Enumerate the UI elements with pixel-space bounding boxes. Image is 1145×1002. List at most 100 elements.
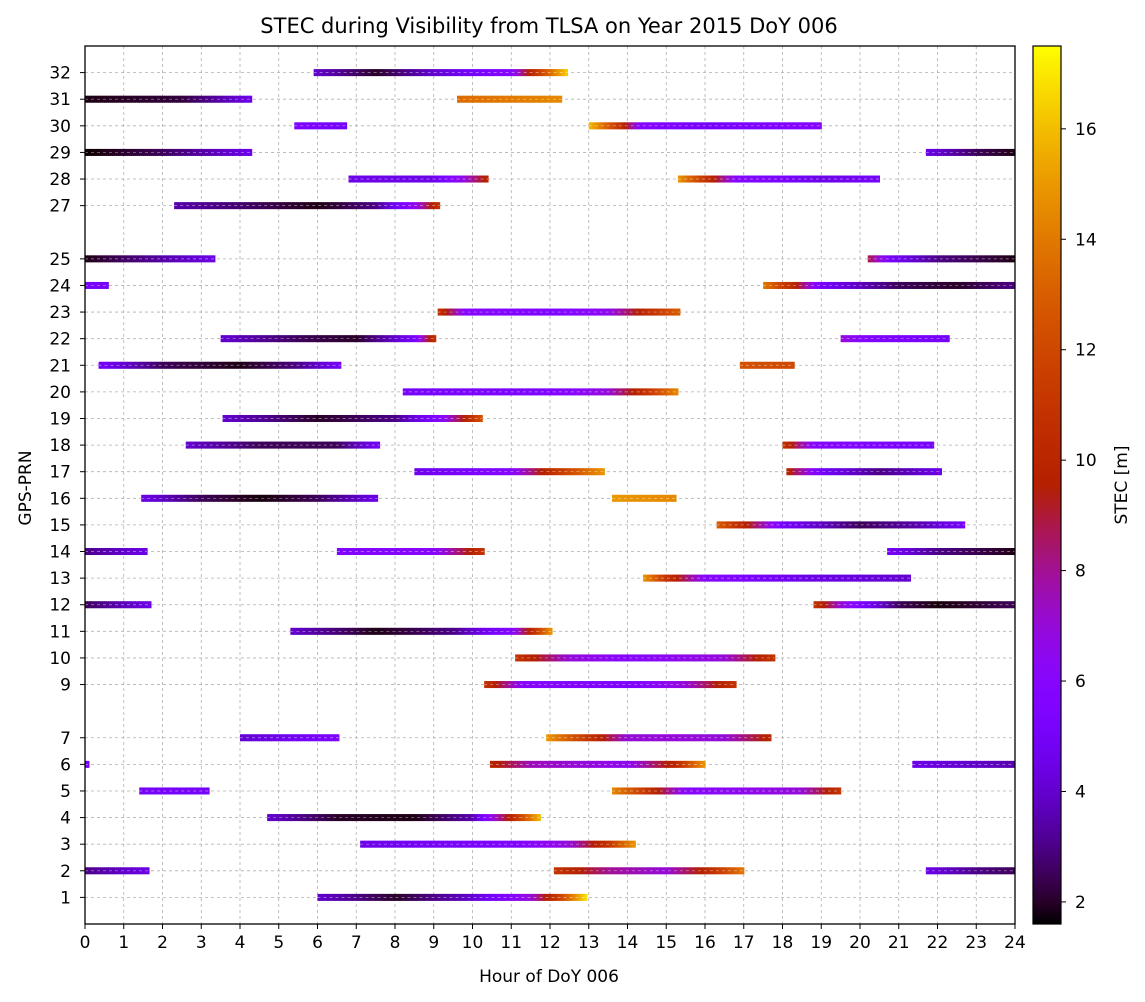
stec-segment: [294, 814, 297, 822]
stec-segment: [416, 202, 419, 210]
stec-segment: [267, 202, 270, 210]
stec-segment: [891, 468, 894, 476]
stec-segment: [832, 281, 836, 289]
stec-segment: [546, 760, 549, 768]
stec-segment: [724, 574, 727, 582]
stec-segment: [311, 361, 315, 369]
stec-segment: [927, 760, 931, 768]
stec-segment: [670, 388, 673, 396]
stec-segment: [860, 601, 863, 609]
stec-segment: [499, 760, 503, 768]
stec-segment: [892, 468, 896, 476]
stec-segment: [224, 335, 228, 343]
stec-segment: [369, 893, 373, 901]
stec-segment: [749, 521, 753, 529]
stec-segment: [619, 760, 623, 768]
stec-segment: [197, 361, 200, 369]
stec-segment: [364, 441, 367, 449]
stec-segment: [551, 681, 555, 689]
stec-segment: [995, 148, 999, 156]
stec-segment: [567, 308, 570, 316]
stec-segment: [495, 468, 499, 476]
stec-segment: [278, 335, 282, 343]
stec-segment: [844, 574, 848, 582]
stec-segment: [871, 175, 875, 183]
stec-segment: [542, 840, 545, 848]
stec-segment: [606, 681, 609, 689]
stec-segment: [290, 335, 293, 343]
stec-segment: [393, 335, 396, 343]
stec-segment: [929, 255, 933, 263]
stec-segment: [203, 255, 206, 263]
stec-segment: [447, 414, 450, 422]
stec-segment: [348, 494, 352, 502]
stec-segment: [100, 601, 104, 609]
stec-segment: [718, 521, 722, 529]
stec-segment: [728, 734, 731, 742]
stec-segment: [720, 867, 724, 875]
stec-segment: [214, 95, 218, 103]
stec-segment: [458, 893, 462, 901]
stec-segment: [637, 654, 640, 662]
stec-segment: [238, 441, 241, 449]
stec-segment: [364, 840, 367, 848]
stec-segment: [644, 654, 648, 662]
stec-segment: [509, 388, 512, 396]
stec-segment: [644, 787, 648, 795]
stec-segment: [703, 654, 706, 662]
stec-segment: [807, 468, 811, 476]
stec-segment: [513, 95, 516, 103]
stec-segment: [730, 787, 733, 795]
stec-segment: [191, 361, 195, 369]
stec-segment: [265, 361, 268, 369]
stec-segment: [920, 255, 923, 263]
stec-segment: [569, 867, 572, 875]
stec-segment: [581, 388, 584, 396]
stec-segment: [381, 175, 384, 183]
stec-segment: [460, 627, 464, 635]
stec-segment: [375, 202, 379, 210]
stec-segment: [887, 335, 890, 343]
stec-segment: [243, 414, 247, 422]
stec-segment: [927, 548, 931, 556]
stec-segment: [840, 601, 844, 609]
stec-segment: [612, 681, 615, 689]
stec-segment: [272, 202, 276, 210]
stec-segment: [786, 521, 789, 529]
stec-segment: [705, 654, 708, 662]
stec-segment: [925, 601, 929, 609]
stec-segment: [484, 468, 487, 476]
stec-segment: [918, 601, 921, 609]
stec-segment: [838, 574, 842, 582]
stec-segment: [561, 388, 565, 396]
stec-segment: [914, 760, 917, 768]
stec-segment: [550, 840, 553, 848]
stec-segment: [747, 122, 751, 130]
stec-segment: [137, 95, 140, 103]
stec-segment: [317, 627, 321, 635]
stec-segment: [646, 122, 650, 130]
stec-segment: [887, 441, 890, 449]
stec-segment: [799, 175, 803, 183]
stec-segment: [400, 627, 404, 635]
stec-segment: [830, 175, 834, 183]
stec-segment: [788, 468, 791, 476]
stec-segment: [939, 760, 942, 768]
stec-segment: [288, 335, 291, 343]
stec-segment: [662, 654, 665, 662]
stec-segment: [222, 494, 226, 502]
stec-segment: [404, 335, 408, 343]
pass-bar-prn-31: [457, 95, 563, 103]
stec-segment: [183, 787, 187, 795]
stec-segment: [600, 760, 603, 768]
stec-segment: [383, 627, 386, 635]
stec-segment: [579, 654, 582, 662]
stec-segment: [675, 787, 679, 795]
stec-segment: [550, 308, 553, 316]
stec-segment: [282, 814, 286, 822]
stec-segment: [346, 548, 350, 556]
stec-segment: [995, 867, 999, 875]
stec-segment: [212, 255, 216, 263]
stec-segment: [976, 760, 979, 768]
stec-segment: [997, 601, 1001, 609]
